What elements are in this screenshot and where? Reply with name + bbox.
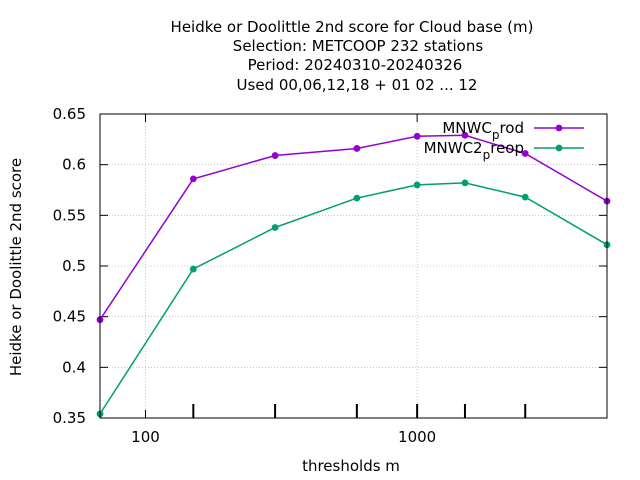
data-point: [189, 265, 197, 273]
y-tick-label: 0.35: [53, 409, 86, 427]
plot-frame: [99, 113, 608, 419]
data-point: [353, 145, 361, 152]
data-point: [413, 132, 421, 140]
data-point: [461, 131, 469, 139]
y-tick-label: 0.5: [62, 257, 86, 275]
legend-entry-MNWC2_preop: MNWC2preop: [424, 139, 584, 162]
legend-marker: [555, 144, 563, 152]
data-point: [353, 194, 361, 202]
x-tick-label: 1000: [398, 428, 436, 446]
series-MNWC2_preop: [96, 179, 611, 418]
x-axis-label: thresholds m: [302, 457, 400, 475]
data-point: [521, 193, 529, 201]
series-MNWC_prod: [96, 131, 611, 324]
title-line-1: Heidke or Doolittle 2nd score for Cloud …: [171, 18, 534, 36]
legend-label: MNWC2preop: [424, 139, 524, 162]
y-axis-label: Heidke or Doolittle 2nd score: [7, 158, 25, 376]
chart-title: Heidke or Doolittle 2nd score for Cloud …: [171, 18, 534, 94]
y-tick-label: 0.55: [53, 206, 86, 224]
title-line-4: Used 00,06,12,18 + 01 02 ... 12: [237, 76, 478, 94]
data-point: [189, 175, 197, 183]
title-line-2: Selection: METCOOP 232 stations: [233, 37, 484, 55]
series-line: [99, 182, 608, 415]
series-layer: [96, 131, 611, 418]
data-point: [461, 179, 469, 187]
y-tick-label: 0.4: [62, 358, 86, 376]
y-tick-label: 0.45: [53, 308, 86, 326]
series-line: [99, 134, 608, 321]
y-tick-label: 0.65: [53, 105, 86, 123]
data-point: [413, 181, 421, 189]
data-point: [271, 224, 279, 231]
legend-label: MNWCprod: [442, 119, 524, 142]
legend-entry-MNWC_prod: MNWCprod: [442, 119, 584, 142]
title-line-3: Period: 20240310-20240326: [248, 56, 463, 74]
ticks: 0.35 0.4 0.45 0.5 0.55 0.6 0.65 100 1000: [53, 105, 607, 446]
grid: [100, 114, 607, 418]
x-tick-label: 100: [131, 428, 160, 446]
data-point: [271, 152, 279, 159]
legend-marker: [555, 124, 563, 132]
data-point: [521, 150, 529, 157]
y-tick-label: 0.6: [62, 156, 86, 174]
